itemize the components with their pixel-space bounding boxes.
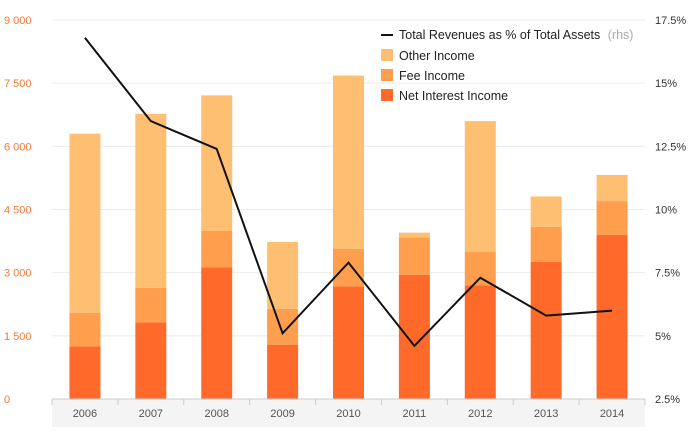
bar-other-income	[201, 95, 233, 231]
legend-label-fee-income: Fee Income	[399, 69, 465, 83]
bar-fee-income	[201, 230, 233, 268]
bar-other-income	[135, 113, 167, 288]
bar-other-income	[530, 196, 562, 227]
bar-fee-income	[464, 251, 496, 286]
bar-net-interest-income	[267, 344, 299, 399]
right-tick-label: 2.5%	[655, 394, 680, 406]
bar-other-income	[464, 121, 496, 252]
bar-net-interest-income	[201, 267, 233, 399]
bar-net-interest-income	[398, 274, 430, 399]
ratio-line	[84, 37, 613, 348]
left-tick-label: 3 000	[4, 268, 32, 280]
x-tick-label: 2007	[139, 408, 163, 420]
bar-net-interest-income	[333, 286, 364, 399]
right-tick-label: 7.5%	[655, 268, 680, 280]
bar-net-interest-income	[596, 234, 628, 399]
bar-fee-income	[398, 237, 430, 275]
bar-fee-income	[267, 308, 299, 345]
left-tick-label: 7 500	[4, 78, 32, 90]
legend-swatch-other-income	[381, 49, 393, 61]
bar-net-interest-income	[69, 346, 101, 399]
legend-label-other-income: Other Income	[399, 49, 475, 63]
x-tick-label: 2013	[534, 408, 558, 420]
bar-fee-income	[596, 201, 628, 235]
right-tick-label: 17.5%	[655, 15, 686, 27]
left-axis: 0 1 500 3 000 4 500 6 000 7 500 9 000	[4, 15, 32, 406]
legend-label-net-interest-income: Net Interest Income	[399, 89, 508, 103]
legend-swatch-fee-income	[381, 69, 393, 81]
left-tick-label: 6 000	[4, 141, 32, 153]
right-tick-label: 5%	[655, 331, 671, 343]
bar-fee-income	[69, 312, 101, 347]
stacked-bars	[69, 75, 628, 399]
legend-line-label: Total Revenues as % of Total Assets (rhs…	[399, 28, 633, 42]
x-axis-band	[52, 399, 645, 427]
bar-other-income	[398, 232, 430, 238]
ratio-line-layer	[84, 37, 613, 348]
bar-other-income	[333, 75, 364, 249]
bar-net-interest-income	[530, 261, 562, 399]
bar-other-income	[596, 174, 628, 202]
x-axis: 2006 2007 2008 2009 2010 2011 2012 2013 2014	[51, 398, 646, 427]
left-tick-label: 4 500	[4, 205, 32, 217]
legend: Total Revenues as % of Total Assets (rhs…	[381, 28, 633, 103]
right-tick-label: 12.5%	[655, 141, 686, 153]
left-tick-label: 9 000	[4, 15, 32, 27]
x-tick-label: 2014	[600, 408, 624, 420]
legend-swatch-net-interest-income	[381, 89, 393, 101]
x-tick-label: 2006	[73, 408, 97, 420]
right-axis: 2.5% 5% 7.5% 10% 12.5% 15% 17.5%	[655, 15, 686, 406]
right-tick-label: 10%	[655, 205, 677, 217]
legend-line-name: Total Revenues as % of Total Assets	[399, 28, 600, 42]
left-tick-label: 0	[4, 394, 10, 406]
left-tick-label: 1 500	[4, 331, 32, 343]
bar-fee-income	[530, 226, 562, 262]
x-tick-label: 2011	[403, 408, 427, 420]
right-tick-label: 15%	[655, 78, 677, 90]
bar-fee-income	[333, 248, 364, 287]
bar-other-income	[69, 133, 101, 313]
x-tick-label: 2010	[336, 408, 360, 420]
legend-line-rhs-note: (rhs)	[608, 28, 634, 42]
bar-net-interest-income	[135, 322, 167, 399]
bar-net-interest-income	[464, 285, 496, 399]
bar-fee-income	[135, 287, 167, 323]
x-tick-label: 2008	[204, 408, 228, 420]
x-tick-label: 2009	[270, 408, 294, 420]
bar-other-income	[267, 241, 299, 309]
x-tick-label: 2012	[468, 408, 492, 420]
